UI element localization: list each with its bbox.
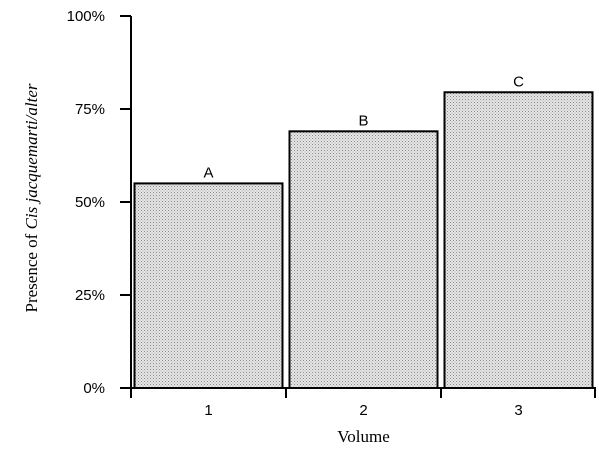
bar-3 (443, 91, 594, 389)
y-axis-title-species: Cis jacquemarti/alter (22, 83, 41, 229)
x-tick-label-2: 2 (359, 402, 367, 419)
y-axis-title: Presence of Cis jacquemarti/alter (22, 83, 41, 312)
y-tick-label-100: 100% (67, 8, 105, 25)
bar-label-A: A (203, 164, 213, 181)
bar-label-B: B (358, 112, 368, 129)
x-tick-label-1: 1 (204, 402, 212, 419)
x-ticks-group: 1 2 3 (130, 388, 596, 419)
y-tick-label-50: 50% (75, 194, 105, 211)
y-ticks-group: 0% 25% 50% 75% 100% (67, 8, 131, 397)
bar-2 (288, 130, 439, 389)
bar-labels-group: A B C (203, 73, 524, 181)
y-tick-label-75: 75% (75, 101, 105, 118)
y-axis-title-prefix: Presence of (22, 229, 41, 312)
bar-1 (133, 182, 284, 389)
x-tick-label-3: 3 (514, 402, 522, 419)
bars-group (133, 91, 594, 389)
x-axis-title: Volume (337, 427, 390, 446)
y-tick-label-0: 0% (83, 380, 105, 397)
bar-label-C: C (513, 73, 524, 90)
y-tick-label-25: 25% (75, 287, 105, 304)
